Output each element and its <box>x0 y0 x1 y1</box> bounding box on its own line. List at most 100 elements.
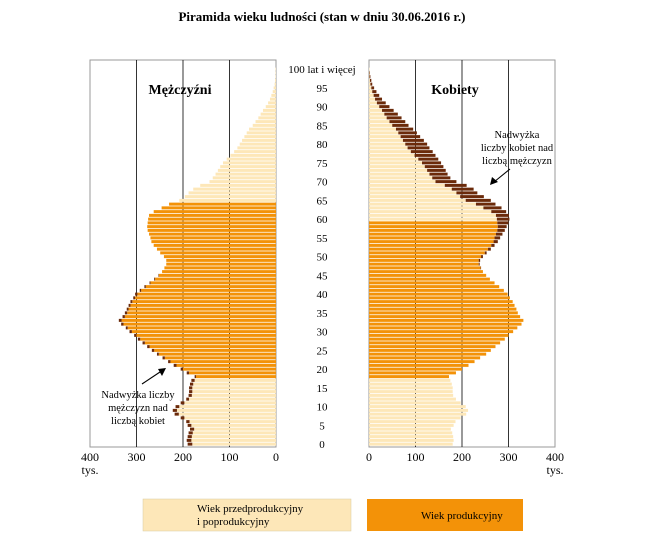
women-bar-age-33 <box>369 319 523 322</box>
men-bar-age-86 <box>256 120 276 123</box>
men-bar-age-90 <box>266 105 276 108</box>
men-excess-bar-age-1 <box>187 439 192 442</box>
men-bar-age-51 <box>160 251 276 254</box>
men-bar-age-38 <box>132 300 276 303</box>
men-bar-age-78 <box>234 150 276 153</box>
women-bar-age-88 <box>369 113 384 116</box>
women-bar-age-25 <box>369 349 491 352</box>
men-excess-bar-age-38 <box>130 300 132 303</box>
men-bar-age-1 <box>191 439 276 442</box>
women-bar-age-0 <box>369 443 453 446</box>
men-excess-bar-age-34 <box>123 315 125 318</box>
women-bar-age-5 <box>369 424 454 427</box>
women-bar-age-3 <box>369 431 452 434</box>
men-bar-age-28 <box>140 338 276 341</box>
women-excess-bar-age-77 <box>415 154 436 157</box>
men-bar-age-45 <box>159 274 276 277</box>
women-bar-age-14 <box>369 390 453 393</box>
men-bar-age-36 <box>129 308 276 311</box>
women-excess-bar-age-82 <box>401 135 421 138</box>
women-excess-bar-age-53 <box>491 244 494 247</box>
men-bar-age-50 <box>164 255 276 258</box>
women-bar-age-50 <box>369 255 481 258</box>
men-bar-age-55 <box>150 236 276 239</box>
men-bar-age-80 <box>240 143 276 146</box>
women-bar-age-62 <box>369 210 491 213</box>
women-bar-age-59 <box>369 221 497 224</box>
women-bar-age-37 <box>369 304 515 307</box>
men-bar-age-58 <box>147 225 276 228</box>
women-bar-age-39 <box>369 296 510 299</box>
men-x-tick-100: 100 <box>221 450 239 464</box>
women-excess-bar-age-93 <box>374 94 380 97</box>
women-excess-bar-age-95 <box>371 86 374 89</box>
women-excess-bar-age-72 <box>429 173 447 176</box>
men-excess-bar-age-20 <box>181 368 183 371</box>
men-excess-bar-age-0 <box>188 443 193 446</box>
women-excess-bar-age-56 <box>496 233 503 236</box>
age-axis: 0510152025303540455055606570758085909510… <box>288 64 356 451</box>
men-bar-age-34 <box>125 315 276 318</box>
men-bar-age-81 <box>242 139 276 142</box>
age-tick-70: 70 <box>317 177 329 189</box>
women-excess-bar-age-85 <box>392 124 408 127</box>
women-excess-bar-age-48 <box>479 263 480 266</box>
women-bar-age-22 <box>369 360 475 363</box>
women-bar-age-67 <box>369 191 456 194</box>
men-bar-age-20 <box>183 368 276 371</box>
women-excess-bar-age-67 <box>456 191 477 194</box>
women-bar-age-69 <box>369 184 445 187</box>
men-bar-age-26 <box>150 345 276 348</box>
men-excess-bar-age-31 <box>126 326 128 329</box>
women-bar-age-96 <box>369 83 370 86</box>
men-bar-age-39 <box>135 296 276 299</box>
men-excess-bar-age-23 <box>163 356 165 359</box>
legend: Wiek przedprodukcyjny i poprodukcyjny Wi… <box>143 499 523 531</box>
age-tick-95: 95 <box>317 83 329 95</box>
women-excess-bar-age-81 <box>403 139 424 142</box>
men-excess-bar-age-17 <box>191 379 194 382</box>
women-bar-age-32 <box>369 323 522 326</box>
men-bar-age-89 <box>263 109 276 112</box>
women-excess-bar-age-51 <box>485 251 487 254</box>
women-excess-bar-age-97 <box>370 79 371 82</box>
men-excess-bar-age-24 <box>157 353 159 356</box>
men-excess-bar-age-41 <box>140 289 141 292</box>
men-bar-age-56 <box>149 233 276 236</box>
women-x-tick-100: 100 <box>407 450 425 464</box>
men-bar-age-79 <box>237 146 276 149</box>
women-excess-bar-age-64 <box>476 203 496 206</box>
women-excess-bar-age-59 <box>497 221 508 224</box>
men-excess-bar-age-12 <box>186 398 189 401</box>
men-excess-bar-age-27 <box>143 341 145 344</box>
women-bar-age-36 <box>369 308 516 311</box>
women-x-unit: tys. <box>546 463 563 477</box>
women-bar-age-35 <box>369 311 518 314</box>
men-bar-age-87 <box>258 116 276 119</box>
men-bar-age-75 <box>223 161 276 164</box>
women-bar-age-6 <box>369 420 455 423</box>
men-excess-bar-age-32 <box>121 323 123 326</box>
women-excess-bar-age-68 <box>452 188 474 191</box>
women-bar-age-66 <box>369 195 460 198</box>
women-bar-age-55 <box>369 236 495 239</box>
women-bar-age-27 <box>369 341 500 344</box>
women-bar-age-21 <box>369 364 469 367</box>
men-bar-age-18 <box>196 375 276 378</box>
men-bar-age-71 <box>213 176 276 179</box>
men-excess-bar-age-9 <box>173 409 177 412</box>
men-bar-age-30 <box>132 330 276 333</box>
men-excess-bar-age-33 <box>119 319 122 322</box>
women-excess-bar-age-78 <box>411 150 433 153</box>
women-bar-age-86 <box>369 120 389 123</box>
men-bar-age-72 <box>216 173 276 176</box>
men-bar-age-43 <box>150 281 276 284</box>
women-excess-bar-age-79 <box>408 146 430 149</box>
men-bar-age-2 <box>192 435 276 438</box>
men-x-tick-300: 300 <box>128 450 146 464</box>
women-bar-age-81 <box>369 139 403 142</box>
men-bar-age-15 <box>192 386 276 389</box>
men-bar-age-57 <box>148 229 276 232</box>
women-bar-age-41 <box>369 289 504 292</box>
women-bar-age-52 <box>369 248 488 251</box>
